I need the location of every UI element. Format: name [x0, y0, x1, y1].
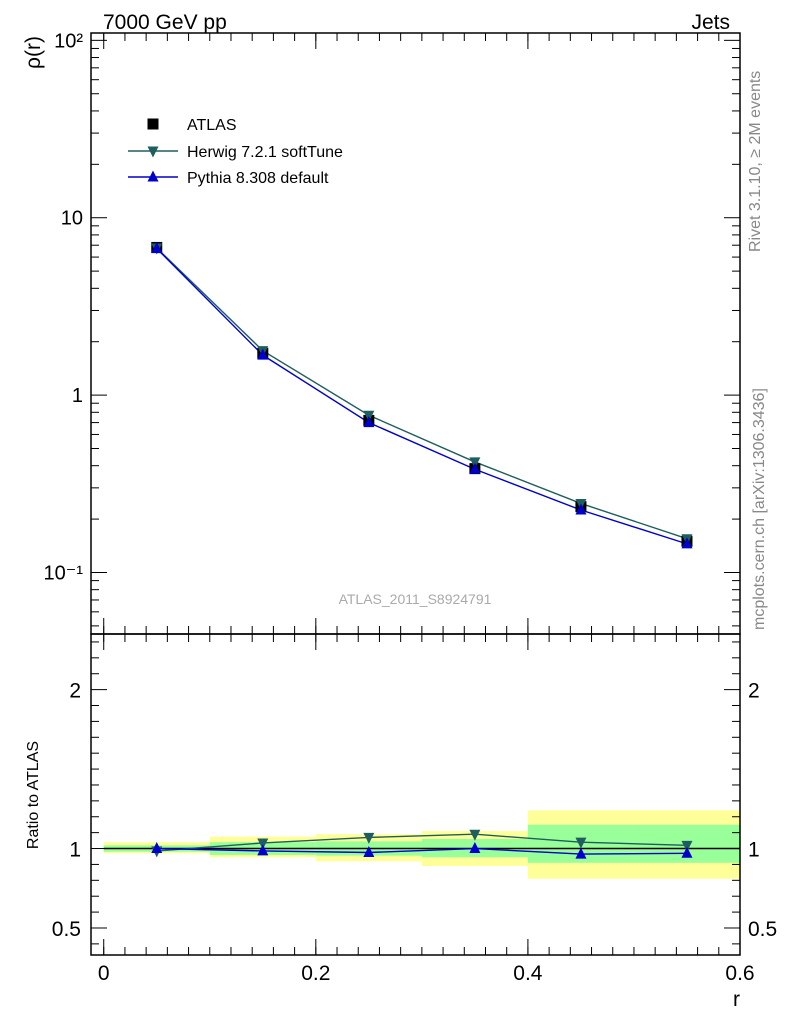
ratio-point — [363, 832, 375, 844]
header-left: 7000 GeV pp — [103, 11, 227, 34]
data-point — [681, 537, 693, 549]
ratio-y-tick-label-right: 1 — [748, 839, 760, 862]
main-ylabel: ρ(r) — [22, 36, 45, 69]
data-point — [151, 242, 163, 254]
ratio-point — [575, 837, 587, 849]
x-axis-label: r — [733, 988, 740, 1011]
legend-marker — [147, 146, 159, 158]
x-tick-label: 0 — [98, 962, 110, 985]
ratio-point — [681, 840, 693, 852]
legend-marker — [147, 118, 159, 130]
ratio-point — [151, 842, 163, 854]
y-tick-label: 10² — [54, 30, 83, 52]
ratio-point — [575, 847, 587, 859]
ratio-point — [469, 829, 481, 841]
ratio-point — [681, 846, 693, 858]
ratio-panel: 0.5 0.5 1 1 2 2 0 0.2 0.4 0.6 — [52, 633, 777, 985]
y-tick-label: 1 — [72, 385, 83, 407]
ratio-point — [469, 842, 481, 854]
x-tick-label: 0.2 — [301, 962, 330, 985]
main-panel: 10⁻¹ 1 10 10² — [44, 30, 741, 635]
y-tick-label: 10 — [61, 208, 83, 230]
ratio-y-tick-label-right: 2 — [748, 680, 760, 703]
mcplots-label: mcplots.cern.ch [arXiv:1306.3436] — [751, 388, 768, 630]
data-point — [363, 416, 375, 428]
ratio-y-tick-label-left: 0.5 — [52, 918, 81, 941]
ratio-ylabel: Ratio to ATLAS — [25, 741, 42, 849]
x-tick-label: 0.4 — [513, 962, 543, 985]
main-series-line — [156, 247, 688, 540]
ratio-frame — [90, 633, 741, 956]
data-point — [257, 348, 269, 360]
watermark: ATLAS_2011_S8924791 — [339, 591, 492, 607]
ratio-point — [257, 838, 269, 850]
ratio-y-tick-label-left: 2 — [69, 680, 81, 703]
main-series-line — [156, 248, 688, 545]
rivet-label: Rivet 3.1.10, ≥ 2M events — [747, 71, 764, 252]
legend: ATLAS Herwig 7.2.1 softTune Pythia 8.308 d… — [128, 117, 343, 187]
ratio-y-tick-label-right: 0.5 — [748, 918, 777, 941]
header-right: Jets — [691, 11, 730, 34]
x-tick-label: 0.6 — [725, 962, 754, 985]
ratio-point — [363, 846, 375, 858]
legend-label: Herwig 7.2.1 softTune — [187, 144, 343, 161]
ratio-point — [257, 844, 269, 856]
legend-label: Pythia 8.308 default — [187, 170, 329, 187]
ratio-y-tick-label-left: 1 — [69, 839, 81, 862]
ratio-series-line — [156, 833, 687, 852]
legend-label: ATLAS — [187, 117, 237, 134]
data-point — [469, 462, 481, 474]
y-tick-label: 10⁻¹ — [44, 562, 84, 584]
ratio-series-line — [156, 847, 687, 855]
data-point — [575, 503, 587, 515]
legend-marker — [147, 170, 159, 182]
